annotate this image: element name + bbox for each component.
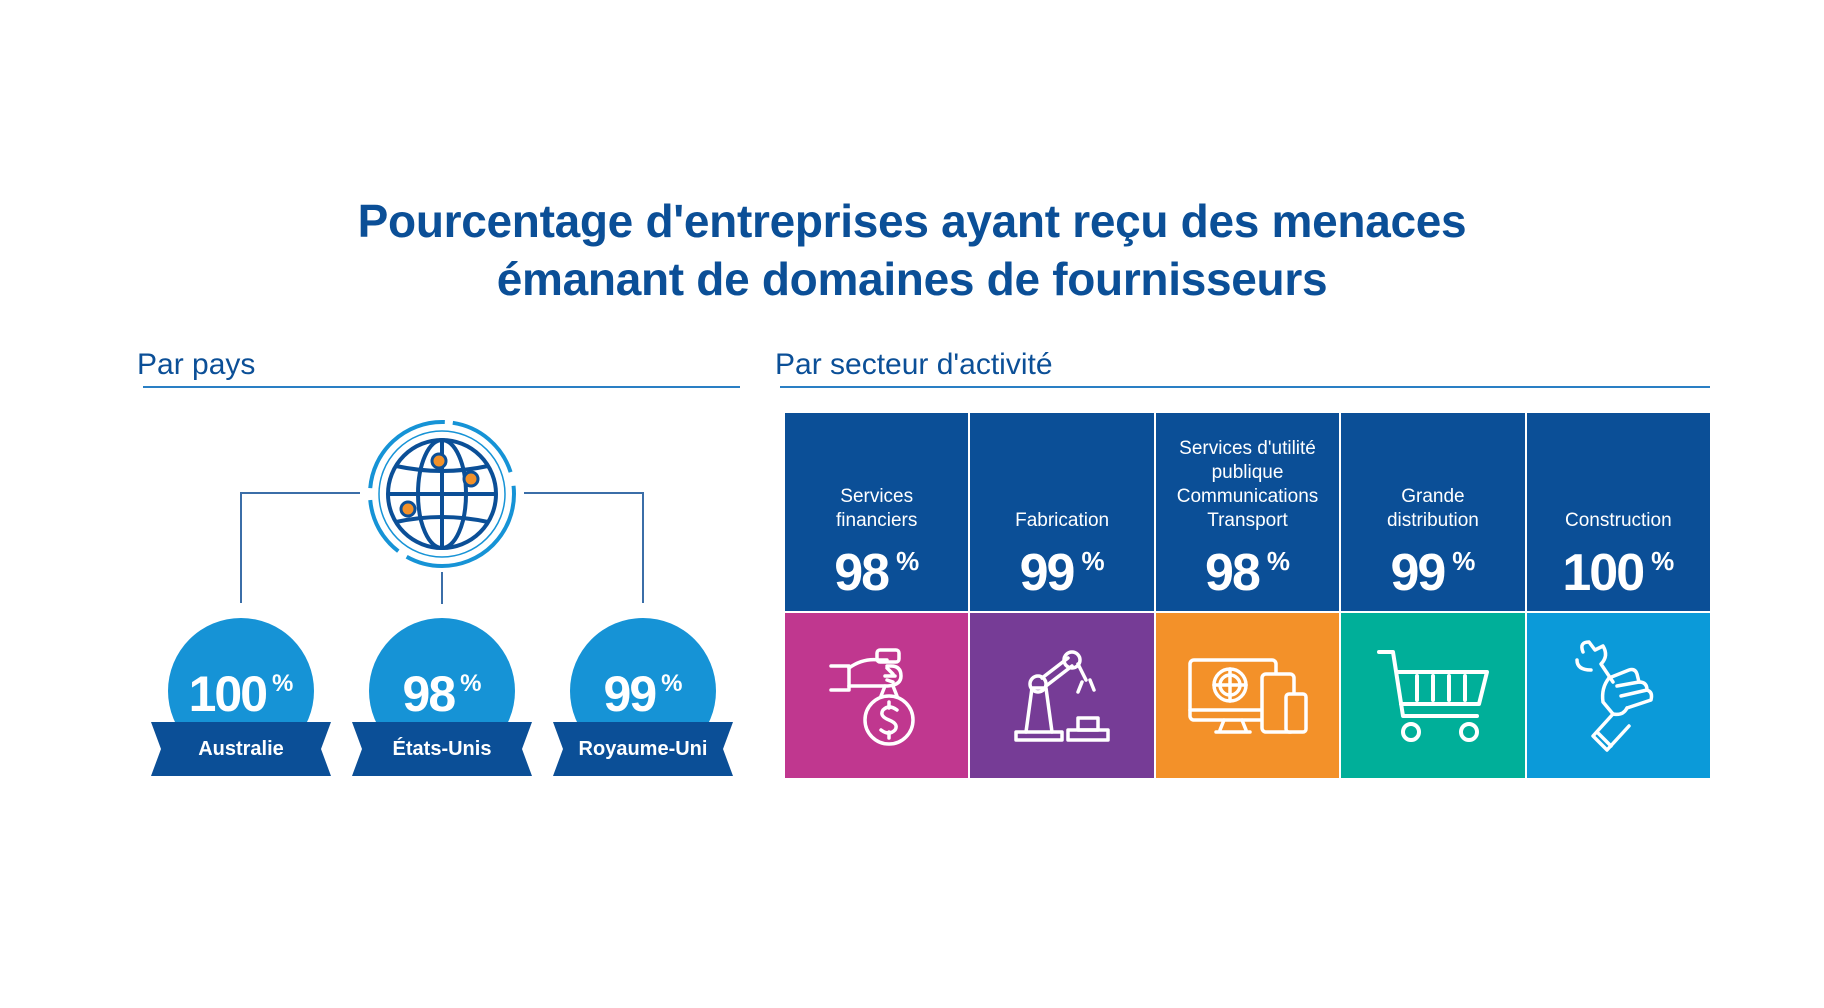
sector-name: Services financiers — [836, 486, 918, 531]
globe-network-icon — [366, 418, 518, 570]
robot-arm-icon — [1014, 649, 1110, 742]
sector-header: Fabrication 99% — [970, 413, 1154, 613]
sector-header: Services financiers 98% — [785, 413, 969, 613]
badge-ribbon — [352, 722, 532, 776]
shopping-cart-icon — [1376, 649, 1489, 742]
sector-icon-tile — [1155, 613, 1340, 778]
sector-percentage: 98% — [1205, 544, 1290, 602]
country-badge-uk: 99% Royaume-Uni — [543, 618, 743, 798]
sector-icon-tile — [970, 613, 1154, 778]
connector-left-horizontal — [240, 492, 360, 494]
connector-center-vertical — [441, 572, 443, 604]
badge-label: Royaume-Uni — [578, 738, 708, 760]
sector-manufacturing: Fabrication 99% — [968, 413, 1154, 778]
sector-icon-tile — [785, 613, 969, 778]
sector-section-heading: Par secteur d'activité — [775, 348, 1053, 381]
badge-percentage: 98% — [402, 666, 482, 722]
money-bag-hand-icon — [828, 647, 915, 746]
sector-construction: Construction 100% — [1524, 413, 1711, 778]
sector-name: Grande distribution — [1386, 486, 1479, 531]
title-line-2: émanant de domaines de fournisseurs — [496, 253, 1328, 305]
country-badge-australia: 100% Australie — [141, 618, 341, 798]
badge-percentage: 99% — [603, 666, 683, 722]
sector-percentage: 98% — [834, 544, 920, 602]
badge-percentage: 100% — [188, 666, 294, 722]
sector-section-rule — [780, 386, 1710, 388]
sector-name: Services d'utilité publique Communicatio… — [1176, 438, 1319, 531]
sector-grid: Services financiers 98% — [785, 413, 1711, 778]
sector-icon-tile — [1526, 613, 1711, 778]
sector-retail: Grande distribution 99% — [1339, 413, 1525, 778]
country-badge-usa: 98% États-Unis — [342, 618, 542, 798]
sector-name: Fabrication — [1015, 510, 1110, 531]
title-line-1: Pourcentage d'entreprises ayant reçu des… — [357, 195, 1467, 247]
sector-percentage: 99% — [1390, 544, 1476, 602]
sector-utilities-communications-transport: Services d'utilité publique Communicatio… — [1153, 413, 1340, 778]
sector-header: Grande distribution 99% — [1341, 413, 1525, 613]
sector-percentage: 100% — [1562, 544, 1675, 602]
devices-icon — [1187, 657, 1308, 734]
wrench-hand-icon — [1575, 639, 1654, 752]
badge-label: Australie — [198, 738, 284, 760]
badge-ribbon — [553, 722, 733, 776]
sector-header: Services d'utilité publique Communicatio… — [1155, 413, 1340, 613]
sector-percentage: 99% — [1019, 544, 1105, 602]
connector-left-vertical — [240, 492, 242, 603]
connector-right-vertical — [642, 492, 644, 603]
page-title: Pourcentage d'entreprises ayant reçu des… — [0, 192, 1824, 308]
country-section-heading: Par pays — [137, 348, 256, 381]
badge-ribbon — [151, 722, 331, 776]
sector-financial-services: Services financiers 98% — [785, 413, 969, 778]
connector-right-horizontal — [524, 492, 644, 494]
sector-name: Construction — [1564, 510, 1672, 531]
badge-label: États-Unis — [392, 738, 492, 760]
sector-icon-tile — [1341, 613, 1525, 778]
country-section-rule — [143, 386, 740, 388]
country-section: 100% Australie 98% États-Unis 99% Royaum… — [0, 0, 760, 1008]
sector-header: Construction 100% — [1526, 413, 1711, 613]
